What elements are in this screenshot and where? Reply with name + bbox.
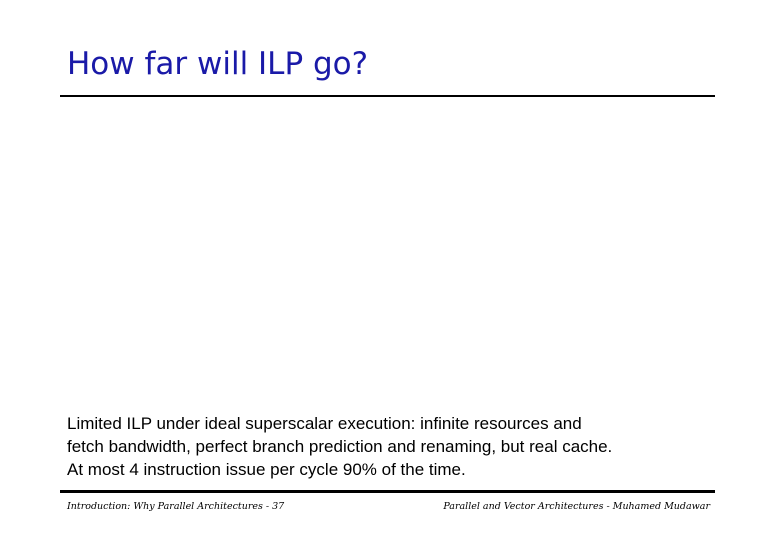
- body-line: Limited ILP under ideal superscalar exec…: [67, 414, 582, 433]
- title-divider: [60, 95, 715, 97]
- figure-area: [60, 110, 715, 400]
- footer-right-text: Parallel and Vector Architectures - Muha…: [443, 501, 710, 512]
- slide-body-text: Limited ILP under ideal superscalar exec…: [67, 412, 727, 481]
- body-line: At most 4 instruction issue per cycle 90…: [67, 460, 466, 479]
- body-line: fetch bandwidth, perfect branch predicti…: [67, 437, 613, 456]
- slide-title: How far will ILP go?: [67, 46, 369, 82]
- footer-left-text: Introduction: Why Parallel Architectures…: [67, 501, 285, 512]
- footer-divider: [60, 490, 715, 493]
